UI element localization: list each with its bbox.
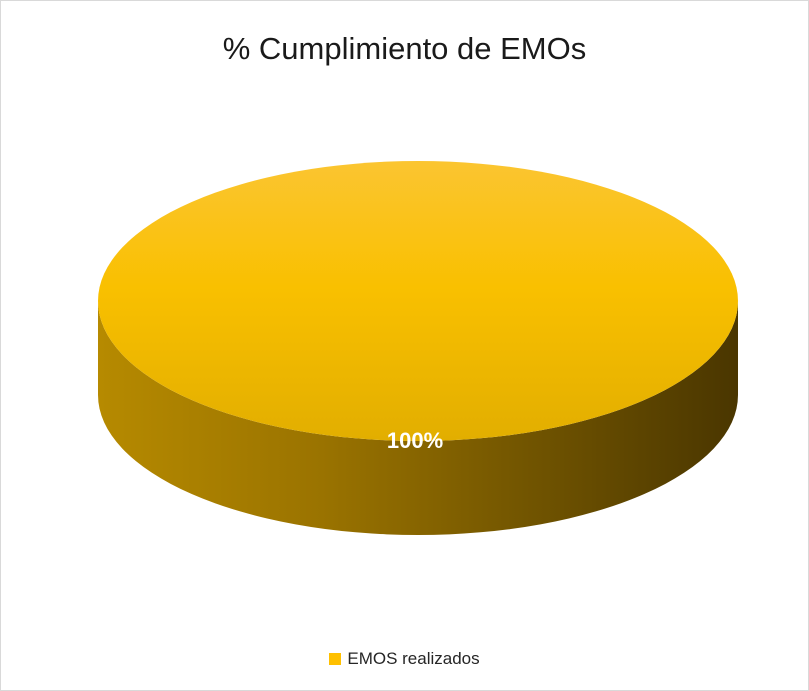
legend: EMOS realizados xyxy=(1,649,808,669)
legend-label: EMOS realizados xyxy=(347,649,480,668)
legend-swatch xyxy=(329,653,342,665)
pie-slice-side xyxy=(98,301,738,535)
chart-title: % Cumplimiento de EMOs xyxy=(222,31,587,66)
data-label: 100% xyxy=(387,428,443,453)
pie-slice xyxy=(98,161,738,441)
